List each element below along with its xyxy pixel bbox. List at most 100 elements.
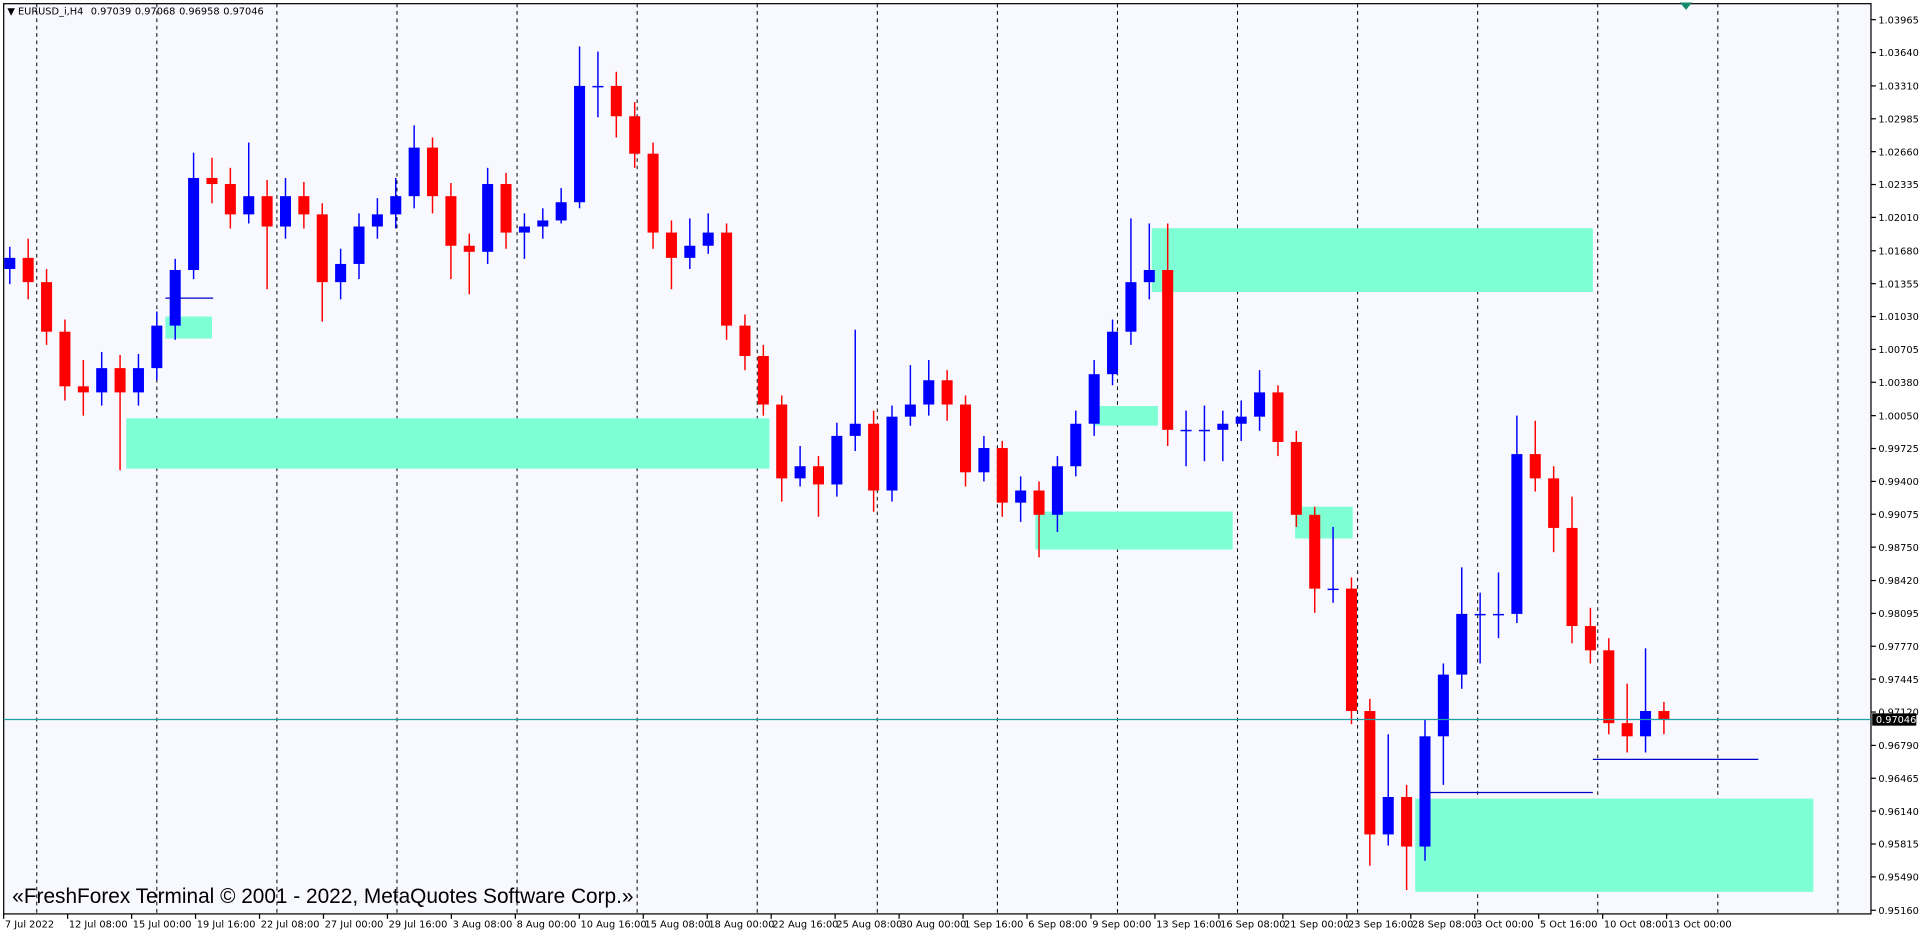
axes: 1.03965 1.03640 1.03310 1.02985 1.02660 1.023… xyxy=(3,15,1919,930)
x-tick-label: 18 Aug 00:00 xyxy=(708,919,774,930)
x-tick-label: 8 Aug 00:00 xyxy=(517,919,577,930)
x-tick-label: 30 Aug 00:00 xyxy=(900,919,966,930)
candle-body xyxy=(1254,392,1266,417)
y-tick-label: 1.03965 xyxy=(1878,15,1918,26)
y-tick-label: 1.02335 xyxy=(1878,180,1918,191)
x-tick-label: 3 Oct 00:00 xyxy=(1476,919,1534,930)
candle-body xyxy=(1603,650,1615,724)
candle-body xyxy=(1051,466,1063,515)
candle-body xyxy=(224,184,236,215)
y-tick-label: 1.02660 xyxy=(1878,147,1918,158)
x-tick-label: 10 Oct 08:00 xyxy=(1604,919,1668,930)
x-tick-label: 19 Jul 16:00 xyxy=(197,919,256,930)
candle-body xyxy=(482,184,494,252)
y-tick-label: 1.03310 xyxy=(1878,82,1918,93)
candle-body xyxy=(1382,796,1394,835)
y-tick-label: 0.97770 xyxy=(1878,642,1918,653)
candle-body xyxy=(1180,429,1192,432)
shift-marker xyxy=(1679,2,1693,10)
candle-body xyxy=(1088,374,1100,424)
candle-body xyxy=(335,263,347,283)
x-tick-label: 25 Aug 08:00 xyxy=(836,919,902,930)
candle-body xyxy=(77,386,89,393)
zone xyxy=(1094,406,1158,426)
x-tick-label: 16 Sep 08:00 xyxy=(1220,919,1285,930)
candle-body xyxy=(1658,711,1670,720)
y-tick-label: 1.02010 xyxy=(1878,213,1918,224)
candle-body xyxy=(1162,270,1174,430)
zones xyxy=(126,228,1814,892)
y-tick-label: 0.98750 xyxy=(1878,543,1918,554)
candle-body xyxy=(1511,454,1523,614)
candle-body xyxy=(849,423,861,436)
y-tick-label: 0.99075 xyxy=(1878,510,1918,521)
y-tick-label: 0.95815 xyxy=(1878,840,1918,851)
candle-body xyxy=(188,177,200,271)
header-ohlc: 0.97039 0.97068 0.96958 0.97046 xyxy=(91,7,264,18)
x-tick-label: 15 Aug 08:00 xyxy=(644,919,710,930)
candle-body xyxy=(923,380,935,405)
candle-body xyxy=(721,232,733,326)
candle-body xyxy=(279,196,292,227)
x-tick-label: 23 Sep 16:00 xyxy=(1348,919,1413,930)
candles xyxy=(4,46,1670,891)
candle-body xyxy=(1456,613,1468,675)
candle-body xyxy=(1309,514,1321,589)
candle-body xyxy=(371,214,383,227)
y-tick-label: 0.99725 xyxy=(1878,444,1918,455)
candle-body xyxy=(4,257,16,269)
x-tick-label: 13 Sep 16:00 xyxy=(1156,919,1221,930)
candle-body xyxy=(904,404,916,417)
y-tick-label: 0.95160 xyxy=(1878,906,1918,917)
header-value: 0.97068 xyxy=(135,7,175,18)
candle-body xyxy=(831,435,843,485)
zone xyxy=(1295,506,1353,539)
candle-body xyxy=(960,404,972,473)
header-value: 0.97046 xyxy=(223,7,263,18)
zone xyxy=(1415,798,1814,892)
y-tick-label: 1.03640 xyxy=(1878,48,1918,59)
zone xyxy=(126,418,770,469)
y-tick-label: 0.96465 xyxy=(1878,774,1918,785)
y-tick-label: 0.98095 xyxy=(1878,609,1918,620)
candle-body xyxy=(684,245,696,258)
candle-body xyxy=(1621,723,1633,737)
x-tick-label: 22 Jul 08:00 xyxy=(261,919,320,930)
candle-body xyxy=(574,85,586,203)
candle-body xyxy=(812,466,824,485)
candle-body xyxy=(1217,423,1229,430)
header-value: 0.97039 xyxy=(91,7,131,18)
x-tick-label: 5 Oct 16:00 xyxy=(1540,919,1598,930)
watermark: «FreshForex Terminal © 2001 - 2022, Meta… xyxy=(12,885,633,908)
y-tick-label: 1.01355 xyxy=(1878,279,1918,290)
candle-body xyxy=(555,202,567,221)
candle-body xyxy=(1566,527,1578,627)
candle-body xyxy=(353,226,365,264)
candle-body xyxy=(1401,796,1413,847)
x-tick-label: 27 Jul 00:00 xyxy=(325,919,384,930)
x-tick-label: 29 Jul 16:00 xyxy=(389,919,448,930)
candle-body xyxy=(1437,674,1449,737)
y-tick-label: 0.97120 xyxy=(1878,708,1918,719)
x-tick-label: 6 Sep 08:00 xyxy=(1028,919,1087,930)
zone xyxy=(1035,511,1233,550)
y-tick-label: 1.01680 xyxy=(1878,246,1918,257)
symbol: EURUSD_i,H4 xyxy=(18,7,83,18)
candle-body xyxy=(1015,490,1027,503)
candle-body xyxy=(445,196,457,246)
candle-body xyxy=(1327,588,1339,591)
candle-body xyxy=(886,416,898,491)
candle-body xyxy=(868,423,880,491)
candle-body xyxy=(1125,282,1137,332)
candle-body xyxy=(1584,626,1596,651)
candle-body xyxy=(592,85,604,88)
candle-body xyxy=(500,184,512,233)
y-tick-label: 1.02985 xyxy=(1878,114,1918,125)
candle-body xyxy=(647,153,659,233)
header-value: 0.96958 xyxy=(179,7,219,18)
candle-body xyxy=(1529,454,1541,479)
candle-body xyxy=(114,368,126,393)
candle-body xyxy=(132,368,144,393)
y-tick-label: 1.00380 xyxy=(1878,378,1918,389)
